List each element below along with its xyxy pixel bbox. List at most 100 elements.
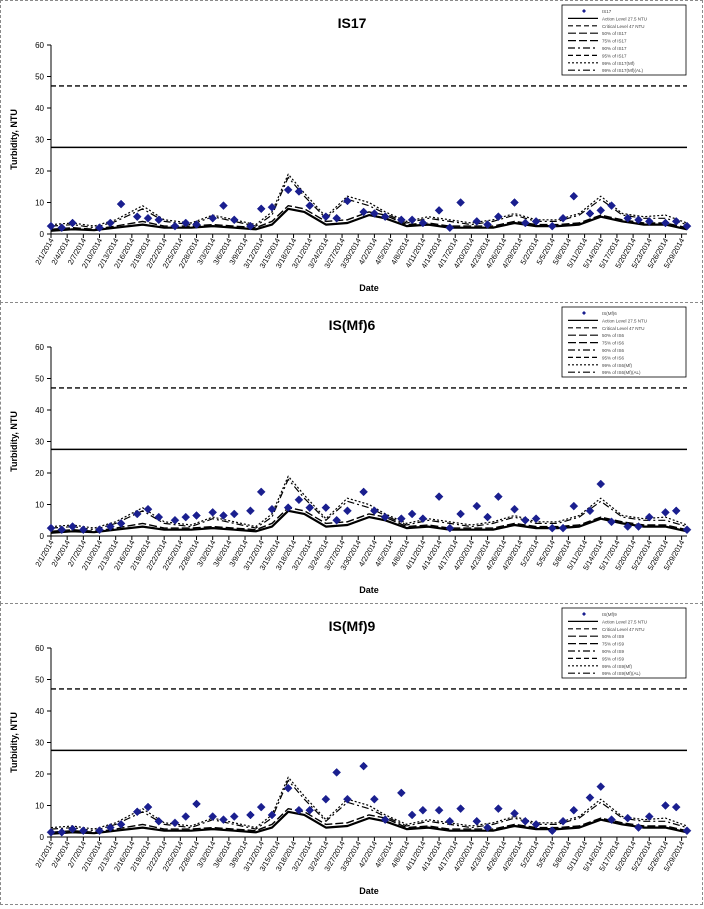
data-point bbox=[359, 761, 368, 771]
data-point bbox=[585, 793, 595, 802]
data-point bbox=[472, 501, 482, 511]
data-point bbox=[531, 217, 541, 226]
legend-marker bbox=[582, 311, 586, 315]
data-point bbox=[531, 514, 541, 524]
percentile-series-line-2 bbox=[50, 807, 688, 834]
data-point bbox=[445, 223, 455, 233]
data-point bbox=[623, 522, 633, 531]
y-tick-label: 40 bbox=[35, 707, 44, 716]
data-point bbox=[558, 213, 568, 223]
data-point bbox=[105, 218, 115, 228]
legend-label: 95% of IS6 bbox=[602, 355, 625, 360]
data-point bbox=[78, 525, 88, 535]
data-point bbox=[229, 215, 239, 225]
legend-label: IS17 bbox=[602, 9, 612, 14]
percentile-series-line-3 bbox=[50, 478, 688, 531]
data-point bbox=[370, 209, 379, 218]
data-point bbox=[434, 492, 444, 501]
data-point bbox=[192, 220, 201, 229]
legend-label: 95% of IS17 bbox=[602, 53, 627, 58]
data-point bbox=[246, 810, 255, 820]
data-point bbox=[569, 191, 579, 201]
data-point bbox=[682, 826, 692, 836]
y-tick-label: 40 bbox=[35, 104, 44, 113]
data-point bbox=[456, 198, 465, 207]
y-tick-label: 60 bbox=[35, 644, 44, 653]
data-point bbox=[494, 804, 503, 814]
data-point bbox=[267, 810, 277, 820]
data-point bbox=[116, 519, 126, 528]
y-axis-label: Turbidity, NTU bbox=[9, 109, 19, 170]
data-point bbox=[321, 503, 331, 513]
data-point bbox=[143, 213, 153, 223]
legend-label: 90% of IS6 bbox=[602, 348, 625, 353]
y-tick-label: 50 bbox=[35, 73, 44, 82]
data-point bbox=[229, 812, 239, 821]
data-point bbox=[154, 816, 164, 826]
data-point bbox=[132, 509, 142, 519]
data-point bbox=[181, 218, 191, 228]
data-point bbox=[520, 218, 530, 228]
data-point bbox=[445, 523, 455, 533]
data-point bbox=[219, 201, 228, 211]
data-point bbox=[267, 504, 277, 514]
data-point bbox=[472, 816, 482, 826]
data-point bbox=[105, 823, 115, 832]
legend-label: Action Level 27.5 NTU bbox=[602, 16, 647, 21]
x-axis-label: Date bbox=[359, 886, 379, 896]
data-point bbox=[170, 818, 180, 828]
data-point bbox=[671, 217, 681, 226]
data-point bbox=[219, 511, 228, 520]
data-point bbox=[596, 206, 606, 215]
percentile-series-line-1 bbox=[50, 509, 688, 534]
data-point bbox=[418, 514, 428, 524]
data-point bbox=[332, 768, 342, 777]
data-point bbox=[671, 506, 681, 516]
legend-label: Action Level 27.5 NTU bbox=[602, 619, 647, 624]
data-point bbox=[456, 804, 465, 814]
x-axis-label: Date bbox=[359, 585, 379, 595]
data-point bbox=[682, 525, 692, 535]
data-point bbox=[434, 805, 444, 815]
legend-label: IS(Mf)9 bbox=[602, 612, 617, 617]
data-point bbox=[569, 805, 579, 815]
y-axis-label: Turbidity, NTU bbox=[9, 411, 19, 472]
data-point bbox=[370, 794, 379, 804]
data-point bbox=[407, 810, 417, 820]
y-tick-label: 30 bbox=[35, 136, 44, 145]
legend-label: 99% of IS9(Mf) bbox=[602, 664, 633, 669]
percentile-series-line-3 bbox=[50, 176, 688, 229]
legend-label: 50% of IS6 bbox=[602, 333, 625, 338]
data-point bbox=[661, 218, 670, 228]
data-point bbox=[181, 812, 191, 821]
data-point bbox=[208, 508, 218, 517]
data-point bbox=[547, 826, 557, 836]
data-point bbox=[57, 223, 67, 233]
data-point bbox=[343, 196, 352, 206]
data-point bbox=[246, 221, 255, 231]
data-point bbox=[154, 215, 164, 225]
data-point bbox=[380, 815, 390, 825]
legend-label: 99% of IS17(Mf)(AL) bbox=[602, 68, 644, 73]
data-point bbox=[154, 512, 164, 522]
legend-label: Critical Level 47 NTU bbox=[602, 627, 645, 632]
data-point bbox=[396, 514, 406, 524]
data-point bbox=[418, 218, 428, 228]
y-tick-label: 10 bbox=[35, 802, 44, 811]
percentile-series-line-1 bbox=[50, 207, 688, 232]
data-point bbox=[116, 199, 126, 209]
legend-label: 50% of IS9 bbox=[602, 634, 625, 639]
data-point bbox=[170, 515, 180, 525]
legend-label: 99% of IS17(Mf) bbox=[602, 61, 635, 66]
data-point bbox=[170, 221, 180, 231]
data-point bbox=[46, 827, 56, 837]
data-point bbox=[283, 185, 293, 195]
data-point bbox=[321, 794, 331, 804]
data-point bbox=[445, 816, 455, 826]
data-point bbox=[547, 221, 557, 231]
y-tick-label: 50 bbox=[35, 676, 44, 685]
data-point bbox=[95, 525, 104, 535]
